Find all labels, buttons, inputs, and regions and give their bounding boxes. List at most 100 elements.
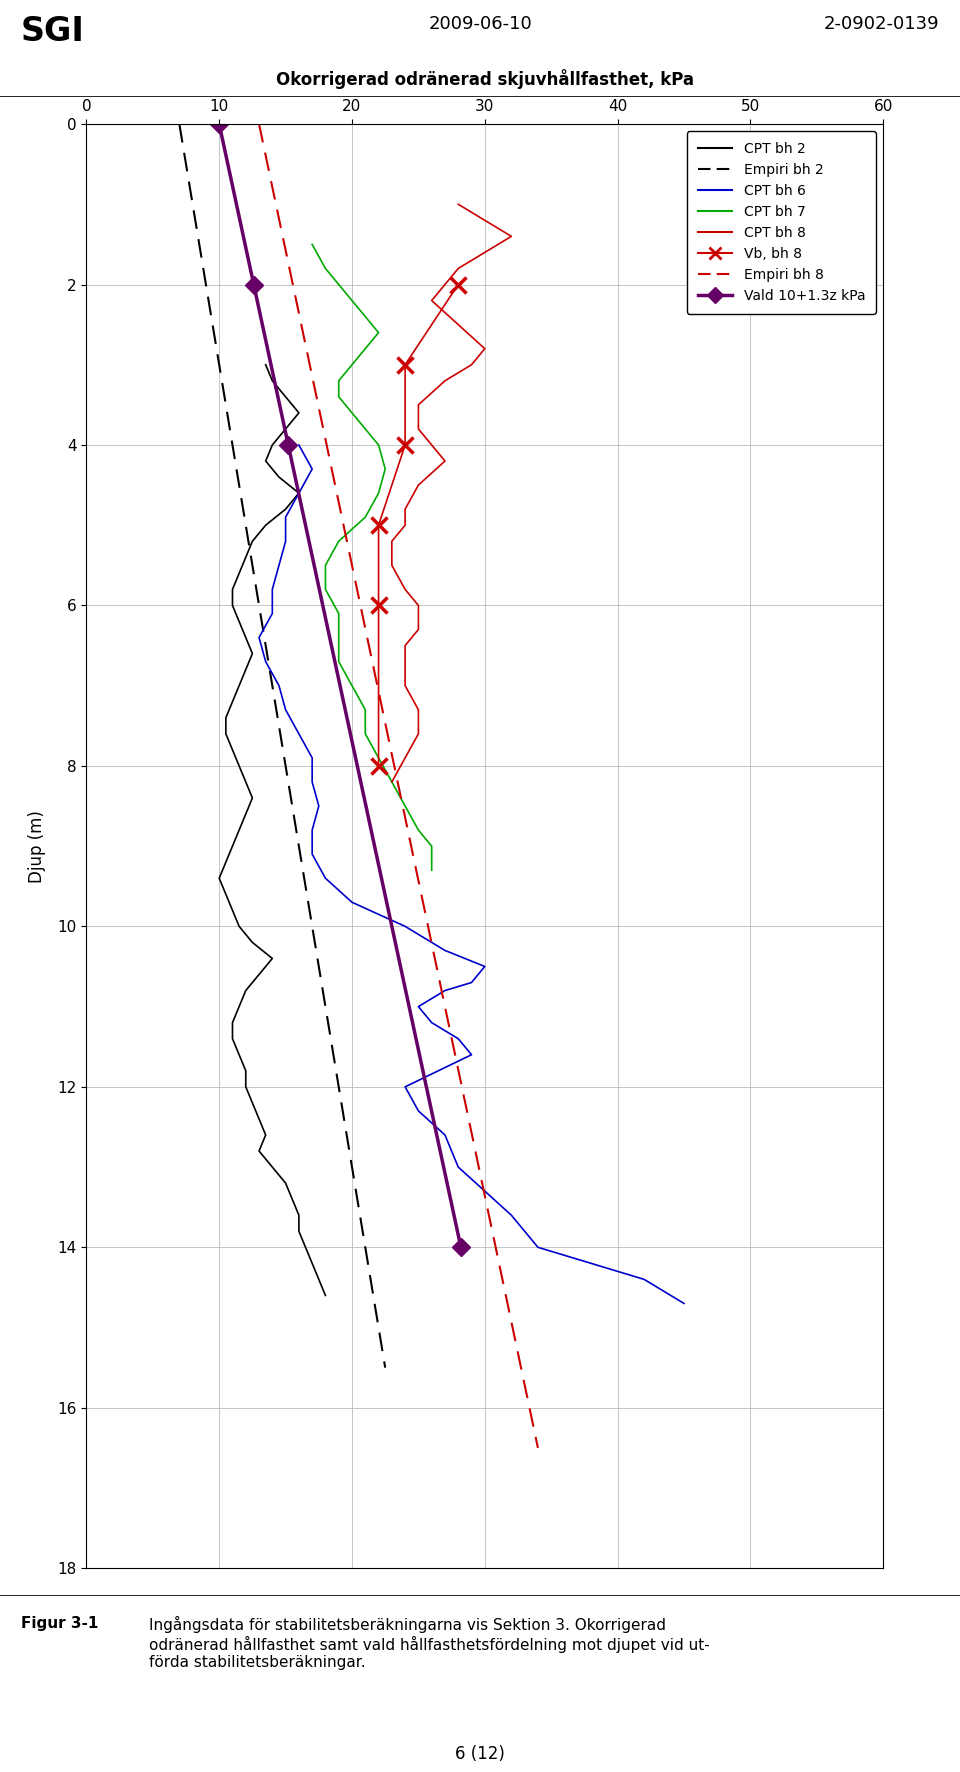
CPT bh 8 — [399, 498, 411, 519]
CPT bh 7 — [386, 771, 397, 792]
CPT bh 8 — [386, 530, 397, 551]
Vb, bh 8 — [372, 595, 384, 617]
Vald 10+1.3z kPa — [282, 434, 294, 455]
CPT bh 6 — [452, 1028, 464, 1049]
CPT bh 6 — [267, 602, 278, 624]
CPT bh 2 — [280, 498, 292, 519]
CPT bh 8 — [399, 579, 411, 601]
CPT bh 7 — [359, 507, 371, 528]
CPT bh 8 — [452, 259, 464, 280]
CPT bh 7 — [347, 402, 358, 424]
CPT bh 7 — [359, 723, 371, 744]
CPT bh 7 — [320, 579, 331, 601]
CPT bh 8 — [399, 634, 411, 656]
CPT bh 7 — [372, 748, 384, 769]
CPT bh 6 — [253, 627, 265, 649]
Legend: CPT bh 2, Empiri bh 2, CPT bh 6, CPT bh 7, CPT bh 8, Vb, bh 8, Empiri bh 8, Vald: CPT bh 2, Empiri bh 2, CPT bh 6, CPT bh … — [686, 131, 876, 314]
CPT bh 6 — [452, 1157, 464, 1178]
CPT bh 8 — [386, 771, 397, 792]
CPT bh 7 — [372, 482, 384, 503]
CPT bh 6 — [293, 482, 304, 503]
Text: Figur 3-1: Figur 3-1 — [21, 1616, 99, 1630]
CPT bh 2 — [320, 1285, 331, 1306]
CPT bh 2 — [260, 450, 272, 471]
CPT bh 2 — [227, 595, 238, 617]
Vb, bh 8 — [452, 275, 464, 296]
CPT bh 7 — [413, 819, 424, 840]
CPT bh 6 — [426, 1012, 438, 1033]
CPT bh 7 — [347, 354, 358, 376]
Vb, bh 8 — [399, 354, 411, 376]
CPT bh 6 — [267, 579, 278, 601]
CPT bh 7 — [399, 796, 411, 817]
CPT bh 8 — [413, 700, 424, 721]
CPT bh 7 — [426, 859, 438, 881]
CPT bh 6 — [506, 1205, 517, 1226]
CPT bh 7 — [347, 291, 358, 312]
CPT bh 7 — [379, 459, 391, 480]
CPT bh 8 — [413, 723, 424, 744]
X-axis label: Okorrigerad odränerad skjuvhållfasthet, kPa: Okorrigerad odränerad skjuvhållfasthet, … — [276, 69, 694, 89]
CPT bh 6 — [466, 971, 477, 992]
Y-axis label: Djup (m): Djup (m) — [28, 810, 46, 882]
CPT bh 8 — [399, 748, 411, 769]
Vb, bh 8 — [399, 434, 411, 455]
CPT bh 8 — [466, 354, 477, 376]
CPT bh 6 — [399, 916, 411, 937]
CPT bh 6 — [413, 996, 424, 1017]
CPT bh 6 — [399, 1076, 411, 1097]
Vb, bh 8 — [372, 755, 384, 776]
CPT bh 2 — [227, 836, 238, 858]
CPT bh 7 — [320, 259, 331, 280]
CPT bh 8 — [426, 291, 438, 312]
CPT bh 8 — [439, 450, 451, 471]
CPT bh 8 — [506, 225, 517, 246]
CPT bh 7 — [372, 323, 384, 344]
CPT bh 8 — [413, 418, 424, 439]
CPT bh 8 — [452, 314, 464, 335]
Text: 6 (12): 6 (12) — [455, 1745, 505, 1763]
CPT bh 6 — [280, 507, 292, 528]
Vb, bh 8 — [372, 514, 384, 535]
Text: 2-0902-0139: 2-0902-0139 — [824, 14, 939, 32]
Line: CPT bh 6: CPT bh 6 — [259, 445, 684, 1304]
Line: CPT bh 7: CPT bh 7 — [312, 245, 432, 870]
CPT bh 8 — [386, 555, 397, 576]
CPT bh 7 — [359, 338, 371, 360]
Line: CPT bh 2: CPT bh 2 — [219, 365, 325, 1295]
Text: 2009-06-10: 2009-06-10 — [428, 14, 532, 32]
CPT bh 7 — [333, 602, 345, 624]
CPT bh 6 — [306, 819, 318, 840]
CPT bh 6 — [306, 748, 318, 769]
CPT bh 6 — [306, 771, 318, 792]
CPT bh 6 — [466, 1044, 477, 1065]
CPT bh 8 — [426, 434, 438, 455]
CPT bh 7 — [359, 418, 371, 439]
CPT bh 2 — [260, 354, 272, 376]
CPT bh 6 — [293, 434, 304, 455]
CPT bh 6 — [280, 700, 292, 721]
CPT bh 6 — [306, 459, 318, 480]
CPT bh 7 — [320, 555, 331, 576]
CPT bh 8 — [479, 209, 491, 230]
CPT bh 7 — [333, 530, 345, 551]
CPT bh 8 — [479, 241, 491, 262]
CPT bh 6 — [532, 1237, 543, 1258]
CPT bh 6 — [678, 1294, 689, 1315]
CPT bh 7 — [359, 307, 371, 328]
CPT bh 2 — [280, 386, 292, 408]
CPT bh 7 — [306, 234, 318, 255]
CPT bh 6 — [413, 1100, 424, 1122]
CPT bh 6 — [439, 939, 451, 960]
CPT bh 7 — [359, 700, 371, 721]
CPT bh 6 — [638, 1269, 650, 1290]
CPT bh 8 — [413, 595, 424, 617]
CPT bh 8 — [413, 393, 424, 415]
CPT bh 7 — [333, 386, 345, 408]
CPT bh 6 — [439, 1123, 451, 1145]
CPT bh 6 — [439, 980, 451, 1001]
CPT bh 8 — [413, 475, 424, 496]
CPT bh 7 — [333, 275, 345, 296]
CPT bh 6 — [280, 530, 292, 551]
CPT bh 7 — [426, 836, 438, 858]
